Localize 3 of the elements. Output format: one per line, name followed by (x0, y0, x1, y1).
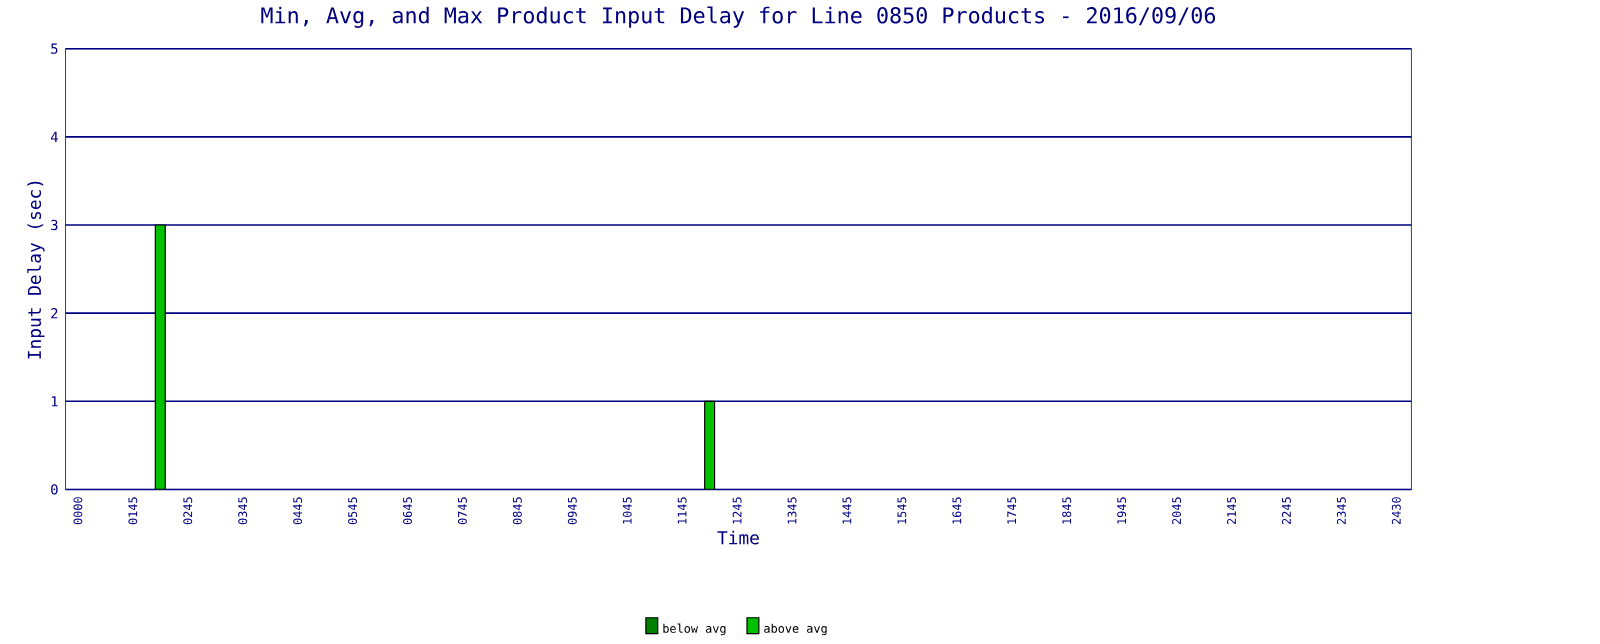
y-axis-title: Input Delay (sec) (27, 181, 45, 359)
x-axis-title: Time (717, 530, 759, 545)
chart-title: Min, Avg, and Max Product Input Delay for Line 0850 Products - 2016/09/06 (261, 6, 1216, 29)
